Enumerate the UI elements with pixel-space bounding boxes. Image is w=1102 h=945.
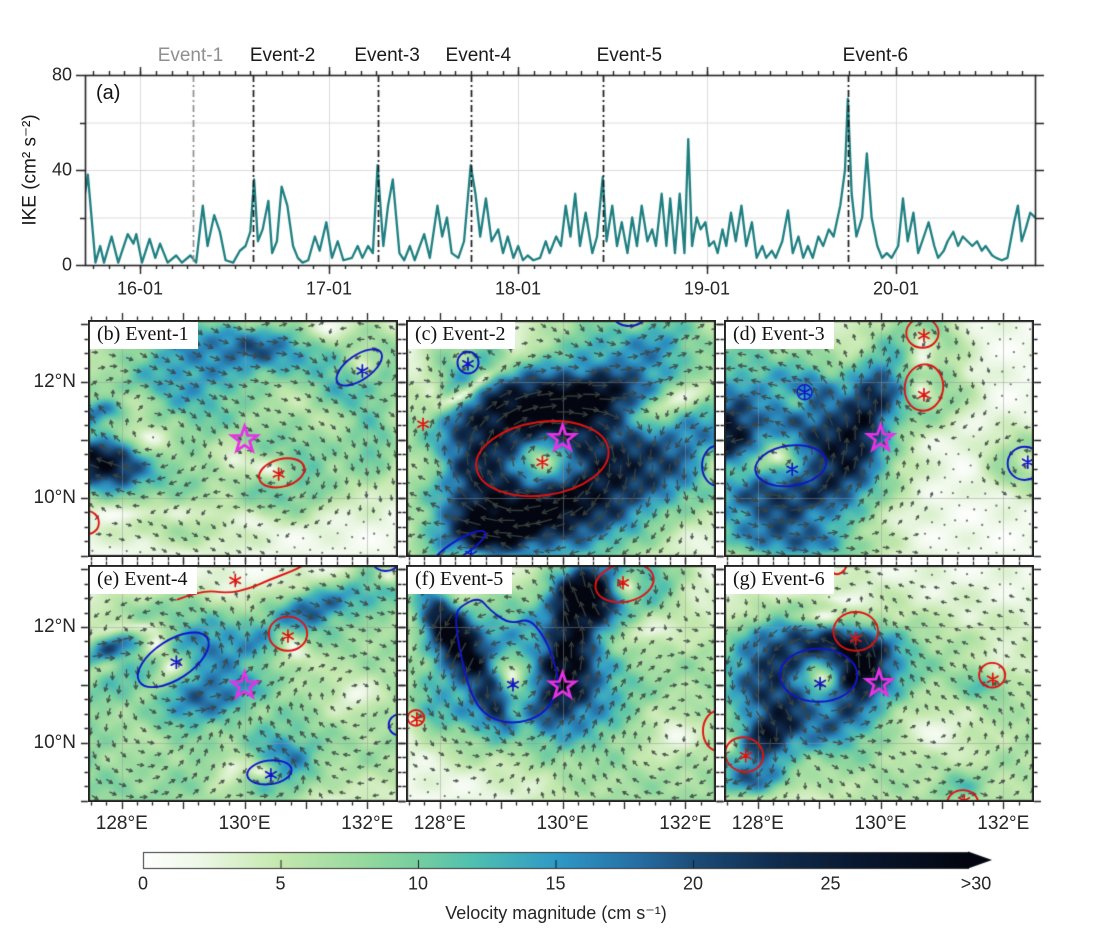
panel-a-xtick-0: 16-01 [116, 278, 164, 299]
colorbar-title: Velocity magnitude (cm s⁻¹) [445, 903, 667, 923]
lon-label-col2-1: 130°E [536, 813, 589, 834]
lon-label-col3-1: 130°E [854, 813, 907, 834]
lon-label-col1-2: 132°E [341, 813, 394, 834]
lat-label-row1-0: 12°N [33, 371, 76, 393]
panel-a-ytick-80: 80 [51, 64, 72, 85]
event-label-2: Event-2 [249, 45, 316, 66]
panel-a-corner-label: (a) [96, 82, 121, 104]
panel-label-c: (c) Event-2 [408, 322, 515, 349]
panel-label-b: (b) Event-1 [90, 322, 198, 349]
lat-label-row1-1: 10°N [33, 486, 76, 508]
panel-label-g: (g) Event-6 [726, 567, 834, 594]
lon-label-col2-0: 128°E [413, 813, 466, 834]
panel-a-xtick-1: 17-01 [305, 278, 353, 299]
panel-a-xtick-2: 18-01 [494, 278, 542, 299]
lon-label-col2-2: 132°E [659, 813, 712, 834]
panel-label-d: (d) Event-3 [726, 322, 834, 349]
colorbar-tick-10: 10 [407, 873, 429, 894]
panel-a-ytick-40: 40 [51, 159, 72, 180]
panel-a-ytick-0: 0 [61, 254, 72, 275]
map-panel-event-2 [406, 320, 716, 557]
colorbar-tick-0: 0 [137, 873, 149, 894]
map-panel-event-5 [406, 565, 716, 802]
event-label-4: Event-4 [445, 45, 512, 66]
lon-label-col3-2: 132°E [977, 813, 1030, 834]
colorbar-tick-15: 15 [545, 873, 566, 894]
lon-label-col1-1: 130°E [218, 813, 271, 834]
event-label-1: Event-1 [157, 45, 224, 66]
lat-label-row2-0: 12°N [33, 616, 76, 638]
panel-a-ylabel: IKE (cm² s⁻²) [19, 114, 41, 226]
map-panel-event-1 [88, 320, 398, 557]
colorbar-tick-20: 20 [682, 873, 704, 894]
map-panel-event-4 [88, 565, 398, 802]
lat-label-row2-1: 10°N [33, 731, 76, 753]
event-label-5: Event-5 [596, 45, 663, 66]
panel-label-e: (e) Event-4 [90, 567, 197, 594]
colorbar-tick->30: >30 [960, 873, 992, 894]
map-panel-event-3 [724, 320, 1034, 557]
event-label-6: Event-6 [842, 45, 909, 66]
colorbar-tick-5: 5 [275, 873, 286, 894]
event-label-3: Event-3 [354, 45, 420, 66]
panel-label-f: (f) Event-5 [408, 567, 513, 594]
lon-label-col1-0: 128°E [95, 813, 148, 834]
map-panel-event-6 [724, 565, 1034, 802]
colorbar-tick-25: 25 [820, 873, 841, 894]
lon-label-col3-0: 128°E [731, 813, 784, 834]
panel-a-xtick-3: 19-01 [683, 278, 731, 299]
panel-a-xtick-4: 20-01 [872, 278, 920, 299]
